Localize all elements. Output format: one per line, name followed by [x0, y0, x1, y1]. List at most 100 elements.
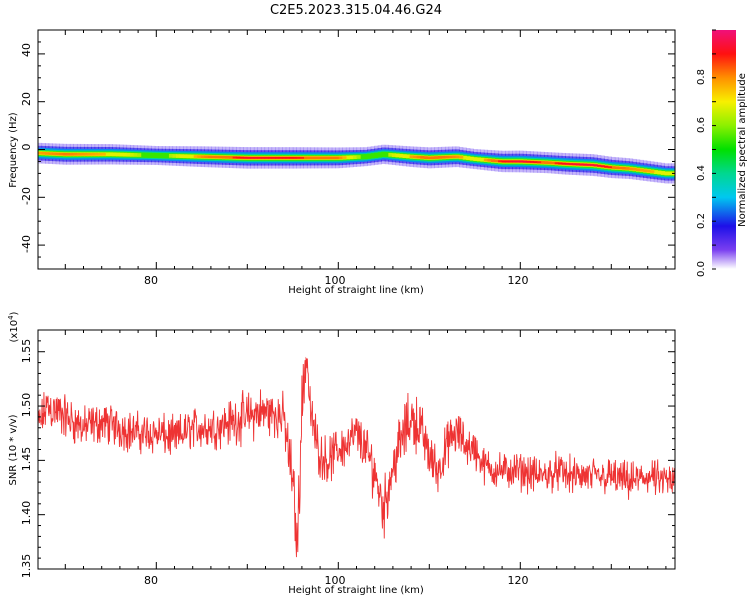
ridge-cell — [41, 151, 46, 155]
snr-xtick-80: 80 — [144, 574, 158, 587]
ridge-cell — [374, 152, 379, 158]
ridge-cell — [306, 156, 312, 160]
ridge-cell — [582, 163, 588, 166]
colorbar-tick-0-8: 0.8 — [696, 69, 707, 85]
ridge-cell — [423, 156, 428, 159]
ridge-cell — [108, 152, 113, 157]
colorbar-tick-0-4: 0.4 — [696, 165, 707, 181]
ridge-cell — [292, 156, 297, 159]
ridge-cell — [140, 152, 145, 158]
ridge-cell — [402, 154, 407, 158]
ridge-cell — [547, 161, 552, 165]
ridge-cell — [370, 153, 375, 159]
ridge-cell — [48, 152, 53, 155]
ridge-cell — [430, 156, 435, 160]
snr-multiplier-exp: 4 — [7, 315, 15, 320]
snr-frame — [37, 329, 676, 570]
snr-xtick-120: 120 — [508, 574, 529, 587]
ridge-cell — [568, 163, 573, 165]
ridge-cell — [381, 151, 386, 158]
snr-multiplier-base: (x10 — [9, 320, 20, 343]
colorbar: 0.0 0.2 0.4 0.6 0.8 Normalized spectral … — [696, 29, 748, 277]
ridge-cell — [406, 154, 411, 159]
ridge-cell — [62, 152, 67, 156]
snr-series — [38, 356, 675, 558]
ridge-cell — [101, 152, 106, 156]
ridge-cell — [69, 152, 74, 156]
spectrogram-ylabel: Frequency (Hz) — [8, 112, 19, 188]
spectrogram-xtick-120: 120 — [508, 274, 529, 287]
snr-xtick-100: 100 — [325, 574, 346, 587]
ridge-cell — [473, 157, 478, 161]
ridge-cell — [52, 152, 57, 156]
ridge-cell — [289, 156, 294, 159]
ridge-cell — [317, 156, 322, 160]
ridge-cell — [229, 156, 234, 159]
ridge-cell — [636, 168, 641, 172]
spectrogram-panel: 80 100 120 40 20 0 -20 -40 Height of str… — [8, 29, 676, 296]
ridge-cell — [667, 171, 673, 176]
ridge-cell — [551, 161, 556, 165]
ridge-cell — [250, 156, 255, 159]
ridge-cell — [441, 155, 446, 159]
ridge-cell — [533, 161, 538, 163]
ridge-cell — [625, 167, 630, 170]
ridge-cell — [119, 152, 124, 157]
figure-title: C2E5.2023.315.04.46.G24 — [270, 3, 442, 18]
ridge-cell — [133, 153, 138, 157]
ridge-cell — [91, 152, 96, 156]
ridge-cell — [151, 152, 156, 158]
ridge-cell — [271, 156, 276, 159]
ridge-cell — [222, 155, 227, 159]
ridge-cell — [285, 156, 290, 159]
ridge-cell — [529, 161, 535, 163]
ridge-cell — [650, 170, 655, 173]
ridge-cell — [87, 152, 92, 156]
ridge-cell — [356, 155, 361, 159]
ridge-cell — [526, 160, 531, 163]
ridge-cell — [455, 155, 460, 159]
ridge-cell — [448, 155, 453, 159]
ridge-cell — [137, 153, 142, 157]
ridge-cell — [653, 170, 658, 174]
ridge-cell — [338, 156, 343, 160]
ridge-cell — [204, 155, 209, 159]
ridge-cell — [246, 156, 251, 159]
ridge-cell — [66, 152, 71, 156]
ridge-cell — [664, 171, 669, 176]
ridge-cell — [604, 165, 609, 168]
spectrogram-ridge — [38, 142, 675, 184]
ridge-cell — [512, 160, 517, 163]
ridge-cell — [462, 155, 467, 160]
ridge-cell — [186, 154, 191, 159]
spectrogram-xlabel: Height of straight line (km) — [288, 285, 424, 296]
ridge-cell — [211, 155, 216, 159]
ridge-cell — [200, 155, 205, 159]
ridge-cell — [352, 155, 358, 160]
ridge-cell — [144, 152, 149, 158]
ridge-cell — [55, 152, 60, 156]
ridge-cell — [540, 161, 545, 164]
ridge-cell — [299, 156, 305, 159]
ridge-cell — [646, 169, 651, 173]
ridge-cell — [264, 156, 269, 159]
ridge-cell — [168, 154, 174, 158]
ridge-cell — [84, 152, 89, 156]
ridge-cell — [459, 155, 464, 159]
spectrogram-xtick-80: 80 — [144, 274, 158, 287]
spectrogram-ytick-20: 20 — [20, 92, 33, 106]
ridge-cell — [218, 155, 223, 159]
ridge-cell — [413, 155, 418, 159]
ridge-cell — [310, 156, 315, 160]
ridge-cell — [126, 152, 131, 157]
ridge-cell — [154, 152, 159, 159]
ridge-cell — [505, 160, 510, 163]
ridge-cell — [161, 153, 166, 159]
ridge-cell — [452, 155, 457, 159]
ridge-cell — [172, 154, 177, 158]
snr-ytick-1-55: 1.55 — [20, 339, 33, 364]
ridge-cell — [391, 153, 397, 158]
ridge-cell — [544, 161, 549, 164]
ridge-cell — [165, 153, 170, 159]
ridge-cell — [466, 156, 471, 161]
